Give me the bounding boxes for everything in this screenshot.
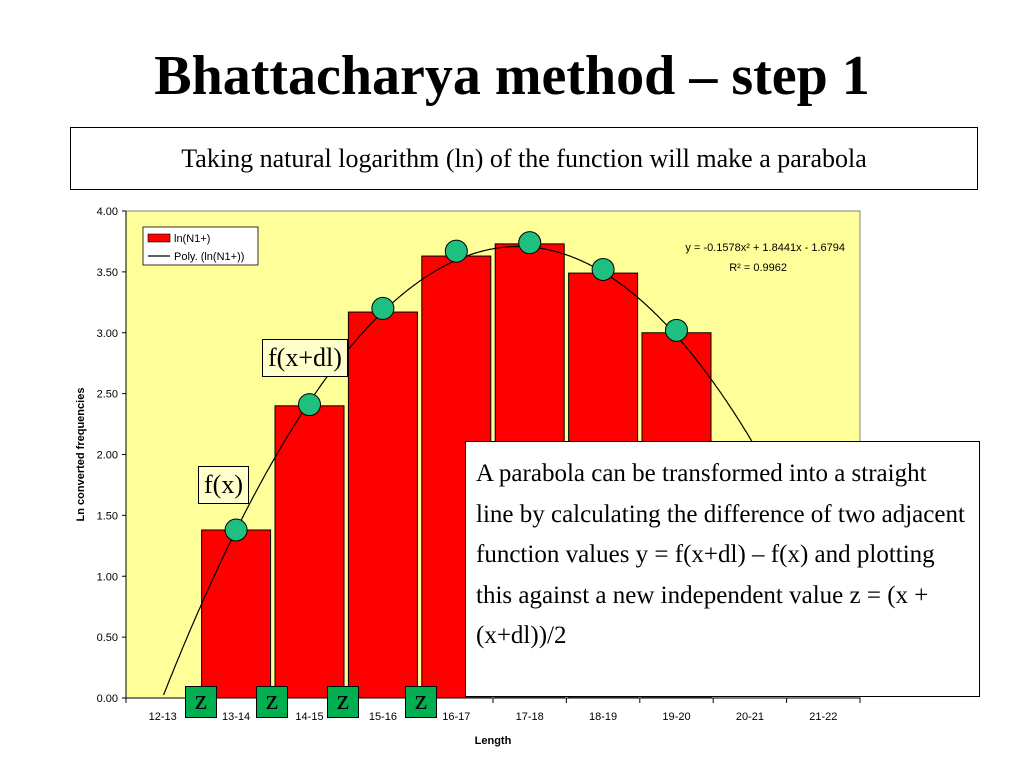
z-label-1: z: [185, 686, 217, 718]
legend-bar-label: ln(N1+): [174, 233, 210, 245]
y-tick-label: 4.00: [97, 206, 118, 218]
y-axis: 0.00 0.50 1.00 1.50 2.00 2.50 3.00 3.50 4.00: [97, 206, 127, 705]
x-tick-label: 19-20: [662, 711, 690, 723]
marker-2: [298, 393, 321, 417]
bar-13-14: [201, 529, 272, 699]
x-tick-label: 14-15: [295, 711, 323, 723]
x-axis-title: Length: [475, 735, 512, 747]
legend-bar-swatch: [147, 233, 171, 243]
trend-r2: R² = 0.9962: [729, 262, 787, 274]
marker-6: [591, 257, 615, 281]
y-tick-label: 3.50: [97, 267, 118, 279]
y-tick-label: 2.50: [97, 389, 118, 401]
bar-15-16: [347, 311, 418, 699]
x-tick-label: 20-21: [736, 711, 764, 723]
marker-7: [665, 318, 688, 342]
y-tick-label: 1.50: [97, 510, 118, 522]
y-axis-title: Ln converted frequencies: [75, 388, 87, 522]
slide-title: Bhattacharya method – step 1: [154, 45, 870, 107]
y-tick-label: 3.00: [97, 328, 118, 340]
z-label-2: z: [256, 686, 288, 718]
marker-1: [224, 518, 248, 542]
markers: [224, 231, 688, 542]
y-tick-label: 1.00: [97, 571, 118, 583]
y-tick-label: 0.00: [97, 693, 118, 705]
x-tick-label: 12-13: [149, 711, 177, 723]
x-tick-label: 18-19: [589, 711, 617, 723]
z-label-4: z: [405, 686, 437, 718]
z-label-3: z: [327, 686, 359, 718]
x-tick-label: 13-14: [222, 711, 250, 723]
callout-fxdl: f(x+dl): [262, 339, 348, 377]
bar-14-15: [274, 405, 345, 699]
marker-4: [444, 239, 468, 263]
marker-3: [371, 296, 395, 320]
x-tick-label: 17-18: [516, 711, 544, 723]
callout-fx: f(x): [198, 466, 249, 504]
legend-box: [142, 226, 259, 266]
marker-5: [518, 231, 542, 255]
y-tick-label: 2.00: [97, 450, 118, 462]
explanation-note: A parabola can be transformed into a str…: [465, 441, 980, 697]
y-tick-label: 0.50: [97, 632, 118, 644]
legend-line-label: Poly. (ln(N1+)): [174, 251, 244, 263]
trendline: [162, 245, 839, 696]
x-tick-label: 21-22: [809, 711, 837, 723]
legend: ln(N1+) Poly. (ln(N1+)): [142, 226, 259, 266]
x-tick-label: 16-17: [442, 711, 470, 723]
x-tick-label: 15-16: [369, 711, 397, 723]
x-axis: 12-13 13-14 14-15 15-16 16-17 17-18 18-19 19-20…: [125, 697, 861, 723]
subtitle-text: Taking natural logarithm (ln) of the fun…: [181, 143, 867, 173]
subtitle-box: Taking natural logarithm (ln) of the fun…: [70, 127, 978, 190]
trend-equation: y = -0.1578x² + 1.8441x - 1.6794: [685, 242, 845, 254]
